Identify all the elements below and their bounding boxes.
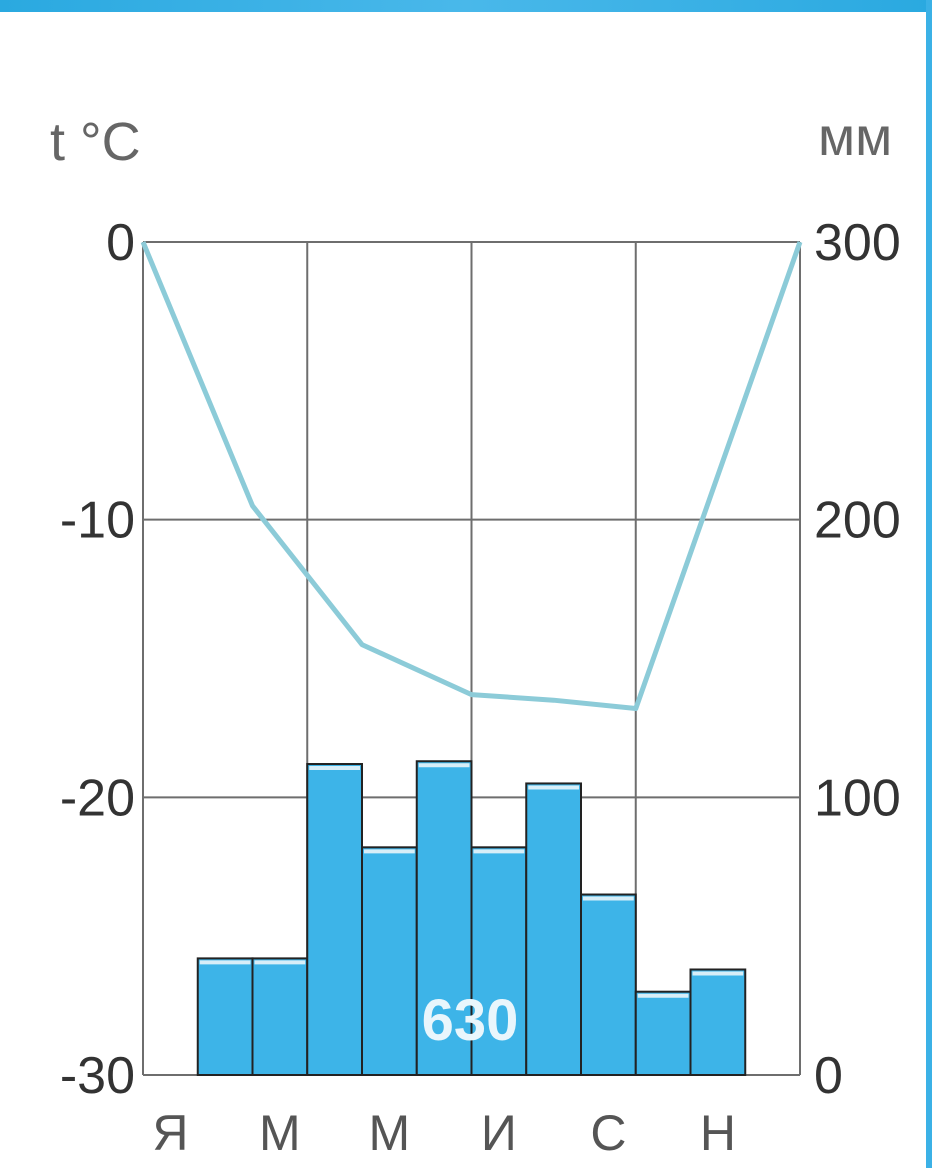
- right-tick-label: 300: [814, 214, 901, 272]
- left-tick-label: 0: [106, 214, 135, 272]
- right-frame-bar: [926, 0, 932, 1168]
- left-tick-label: -10: [60, 492, 135, 550]
- month-label: И: [481, 1105, 517, 1161]
- month-label: М: [259, 1105, 301, 1161]
- right-tick-label: 0: [814, 1047, 843, 1105]
- precipitation-bars: [196, 760, 747, 1077]
- precipitation-bar: [415, 760, 473, 1077]
- top-frame-bar: [0, 0, 932, 12]
- precipitation-bar: [689, 968, 747, 1077]
- right-axis-unit: мм: [818, 107, 892, 167]
- precipitation-bar: [361, 846, 418, 1077]
- precipitation-bar: [251, 957, 309, 1077]
- right-axis-ticks: 300 200 100 0: [814, 214, 901, 1105]
- precipitation-bar: [580, 893, 637, 1076]
- left-axis-ticks: 0 -10 -20 -30: [60, 214, 135, 1105]
- precipitation-bar: [196, 957, 254, 1077]
- right-tick-label: 100: [814, 769, 901, 827]
- month-label: Н: [700, 1105, 736, 1161]
- left-tick-label: -30: [60, 1047, 135, 1105]
- temperature-line: [140, 241, 803, 711]
- left-axis-unit: t °C: [50, 112, 141, 172]
- month-label: С: [590, 1105, 626, 1161]
- precipitation-bar: [470, 846, 528, 1077]
- precipitation-bar: [634, 990, 692, 1077]
- precipitation-bar: [306, 763, 363, 1076]
- month-label: М: [369, 1105, 411, 1161]
- right-tick-label: 200: [814, 492, 901, 550]
- month-label: Я: [152, 1105, 188, 1161]
- left-tick-label: -20: [60, 769, 135, 827]
- total-precipitation-label: 630: [422, 988, 519, 1053]
- precipitation-bar: [525, 782, 582, 1076]
